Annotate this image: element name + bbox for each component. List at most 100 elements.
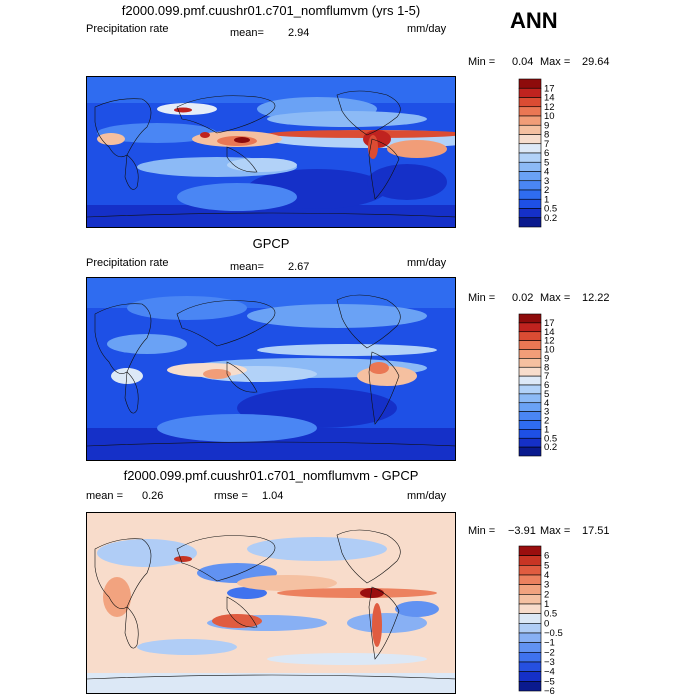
panel-obs-map xyxy=(86,277,456,461)
panel-diff-min-label: Min = xyxy=(468,525,496,537)
colorbar-level-label: 7 xyxy=(544,139,549,150)
colorbar-swatch xyxy=(518,78,542,89)
colorbar-swatch xyxy=(518,632,542,643)
colorbar-swatch xyxy=(518,198,542,209)
colorbar-swatch xyxy=(518,681,542,692)
colorbar-swatch xyxy=(518,545,542,556)
colorbar-swatch xyxy=(518,171,542,182)
panel-diff-units: mm/day xyxy=(407,490,447,502)
colorbar-swatch xyxy=(518,594,542,605)
colorbar-swatch xyxy=(518,603,542,614)
colorbar-level-label: 5 xyxy=(544,560,549,571)
panel-obs-mean-label: mean= xyxy=(230,261,264,273)
colorbar-level-label: −1 xyxy=(544,638,555,649)
panel-diff-mean-value: 0.26 xyxy=(142,490,164,502)
colorbar-swatch xyxy=(518,642,542,653)
colorbar-swatch xyxy=(518,208,542,219)
panel-diff-rmse-label: rmse = xyxy=(214,490,248,502)
panel-model-title: f2000.099.pmf.cuushr01.c701_nomflumvm (y… xyxy=(121,3,421,18)
colorbar-level-label: 12 xyxy=(544,102,555,113)
colorbar-level-label: −3 xyxy=(544,657,555,668)
colorbar-swatch xyxy=(518,313,542,324)
colorbar-swatch xyxy=(518,402,542,412)
colorbar-swatch xyxy=(518,217,542,228)
colorbar-level-label: 12 xyxy=(544,336,555,347)
panel-model-variable: Precipitation rate xyxy=(86,23,169,35)
panel-model-mean-value: 2.94 xyxy=(288,27,310,39)
colorbar-swatch xyxy=(518,106,542,117)
colorbar-level-label: 14 xyxy=(544,93,555,104)
colorbar-swatch xyxy=(518,411,542,421)
colorbar-swatch xyxy=(518,189,542,200)
colorbar-swatch xyxy=(518,340,542,350)
colorbar-level-label: 4 xyxy=(544,398,549,409)
colorbar-swatch xyxy=(518,671,542,682)
colorbar-level-label: 4 xyxy=(544,167,549,178)
colorbar-level-label: 10 xyxy=(544,345,555,356)
colorbar-level-label: 0.5 xyxy=(544,609,557,620)
colorbar-level-label: 0.2 xyxy=(544,442,557,453)
panel-diff-colorbar: 6 5 4 3 2 1 0.5 0 −0.5 −1 −2 −3 −4 −5 −6 xyxy=(518,545,563,697)
colorbar-level-label: 5 xyxy=(544,389,549,400)
colorbar-level-label: 9 xyxy=(544,120,549,131)
colorbar-level-label: 3 xyxy=(544,407,549,418)
colorbar-swatch xyxy=(518,420,542,430)
panel-model-min-value: 0.04 xyxy=(512,56,534,68)
colorbar-swatch xyxy=(518,87,542,98)
panel-diff-mean-label: mean = xyxy=(86,490,123,502)
panel-diff-map xyxy=(86,512,456,694)
colorbar-swatch xyxy=(518,613,542,624)
colorbar-swatch xyxy=(518,358,542,368)
colorbar-swatch xyxy=(518,152,542,163)
season-label: ANN xyxy=(510,8,558,33)
colorbar-level-label: 1 xyxy=(544,424,549,435)
panel-obs-min-label: Min = xyxy=(468,292,496,304)
colorbar-level-label: 7 xyxy=(544,371,549,382)
colorbar-level-label: 5 xyxy=(544,157,549,168)
colorbar-swatch xyxy=(518,393,542,404)
panel-model-map xyxy=(86,76,456,228)
colorbar-swatch xyxy=(518,574,542,585)
colorbar-swatch xyxy=(518,115,542,126)
panel-diff-max-value: 17.51 xyxy=(582,525,610,537)
panel-obs-variable: Precipitation rate xyxy=(86,257,169,269)
colorbar-level-label: 14 xyxy=(544,327,555,338)
colorbar-swatch xyxy=(518,331,542,341)
colorbar-level-label: 3 xyxy=(544,176,549,187)
colorbar-swatch xyxy=(518,366,542,377)
colorbar-swatch xyxy=(518,134,542,145)
colorbar-level-label: 0.5 xyxy=(544,433,557,444)
panel-obs-units: mm/day xyxy=(407,257,447,269)
colorbar-swatch xyxy=(518,555,542,566)
colorbar-swatch xyxy=(518,375,542,386)
colorbar-level-label: −6 xyxy=(544,686,555,697)
panel-obs-max-value: 12.22 xyxy=(582,292,610,304)
colorbar-level-label: 6 xyxy=(544,148,549,159)
colorbar-level-label: 17 xyxy=(544,318,555,329)
colorbar-swatch xyxy=(518,446,542,457)
colorbar-level-label: −4 xyxy=(544,667,555,678)
panel-obs-max-label: Max = xyxy=(540,292,571,304)
colorbar-level-label: 0.5 xyxy=(544,204,557,215)
colorbar-level-label: 0.2 xyxy=(544,213,557,224)
panel-obs-title: GPCP xyxy=(252,236,290,251)
colorbar-level-label: −0.5 xyxy=(544,628,563,639)
panel-obs-colorbar: 17 14 12 10 9 8 7 6 5 4 3 2 1 0.5 0.2 xyxy=(518,313,557,457)
colorbar-swatch xyxy=(518,584,542,595)
colorbar-swatch xyxy=(518,429,542,439)
panel-model-units: mm/day xyxy=(407,23,447,35)
colorbar-level-label: 17 xyxy=(544,83,555,94)
colorbar-level-label: 0 xyxy=(544,618,549,629)
panel-diff-rmse-value: 1.04 xyxy=(262,490,284,502)
panel-model-mean-label: mean= xyxy=(230,27,264,39)
colorbar-swatch xyxy=(518,143,542,154)
colorbar-swatch xyxy=(518,565,542,576)
colorbar-level-label: 1 xyxy=(544,194,549,205)
panel-model-max-value: 29.64 xyxy=(582,56,610,68)
panel-diff-title: f2000.099.pmf.cuushr01.c701_nomflumvm - … xyxy=(123,468,419,483)
colorbar-level-label: 8 xyxy=(544,362,549,373)
colorbar-level-label: 1 xyxy=(544,599,549,610)
colorbar-level-label: −2 xyxy=(544,647,555,658)
